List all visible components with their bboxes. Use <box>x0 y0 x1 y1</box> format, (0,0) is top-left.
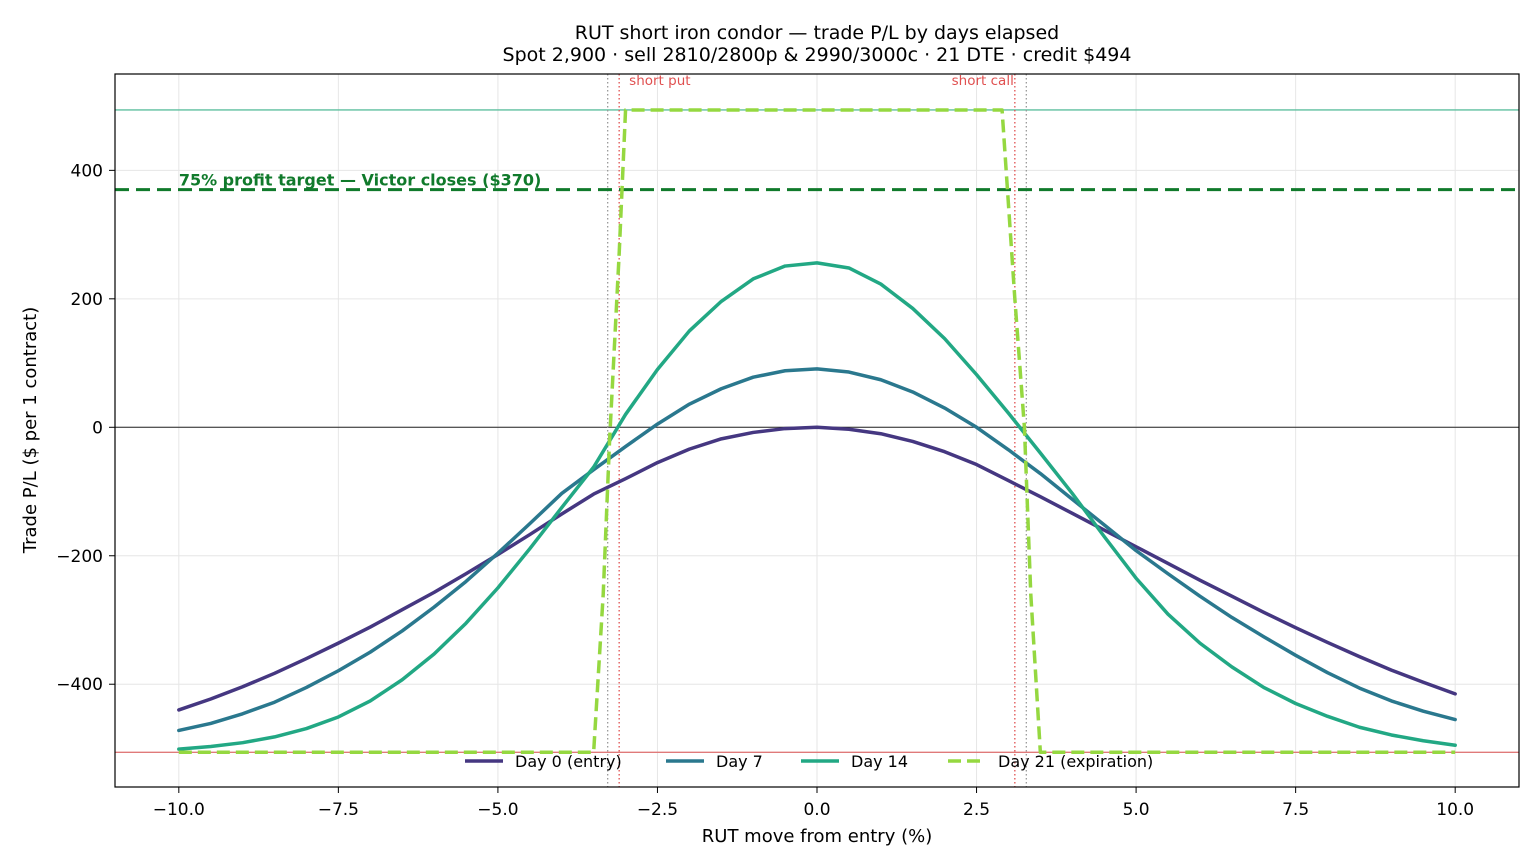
y-tick-label: −400 <box>56 675 103 695</box>
x-tick-label: 7.5 <box>1282 800 1309 820</box>
x-tick-label: 10.0 <box>1436 800 1474 820</box>
series-line-2 <box>177 261 1457 751</box>
legend-label-3: Day 21 (expiration) <box>998 752 1153 771</box>
short-put-label: short put <box>629 73 690 89</box>
y-axis-ticks: −400 −200 0 200 400 <box>56 161 115 695</box>
series-line-0 <box>177 425 1457 712</box>
x-tick-label: −2.5 <box>637 800 678 820</box>
legend-label-2: Day 14 <box>851 752 908 771</box>
y-tick-label: −200 <box>56 547 103 567</box>
x-tick-label: 2.5 <box>963 800 990 820</box>
x-tick-label: 0.0 <box>803 800 830 820</box>
x-tick-label: 5.0 <box>1123 800 1150 820</box>
y-tick-label: 400 <box>71 161 103 181</box>
y-tick-label: 200 <box>71 290 103 310</box>
y-axis-label: Trade P/L ($ per 1 contract) <box>20 307 41 554</box>
x-tick-label: −7.5 <box>318 800 359 820</box>
series-group <box>177 108 1457 755</box>
legend: Day 0 (entry) Day 7 Day 14 Day 21 (expirati… <box>465 752 1153 771</box>
series-line-3 <box>178 108 1456 755</box>
x-tick-label: −5.0 <box>477 800 518 820</box>
chart-subtitle: Spot 2,900 · sell 2810/2800p & 2990/3000… <box>503 44 1132 66</box>
series-line-1 <box>177 367 1457 733</box>
legend-label-0: Day 0 (entry) <box>515 752 622 771</box>
x-axis-label: RUT move from entry (%) <box>702 826 932 847</box>
annotations: 75% profit target — Victor closes ($370)… <box>179 73 1014 190</box>
y-tick-label: 0 <box>92 418 103 438</box>
chart-title: RUT short iron condor — trade P/L by day… <box>575 22 1059 44</box>
legend-label-1: Day 7 <box>716 752 763 771</box>
short-call-label: short call <box>952 73 1014 89</box>
profit-target-label: 75% profit target — Victor closes ($370) <box>179 171 541 190</box>
x-axis-ticks: −10.0 −7.5 −5.0 −2.5 0.0 2.5 5.0 7.5 10.0 <box>153 787 1474 820</box>
x-tick-label: −10.0 <box>153 800 205 820</box>
